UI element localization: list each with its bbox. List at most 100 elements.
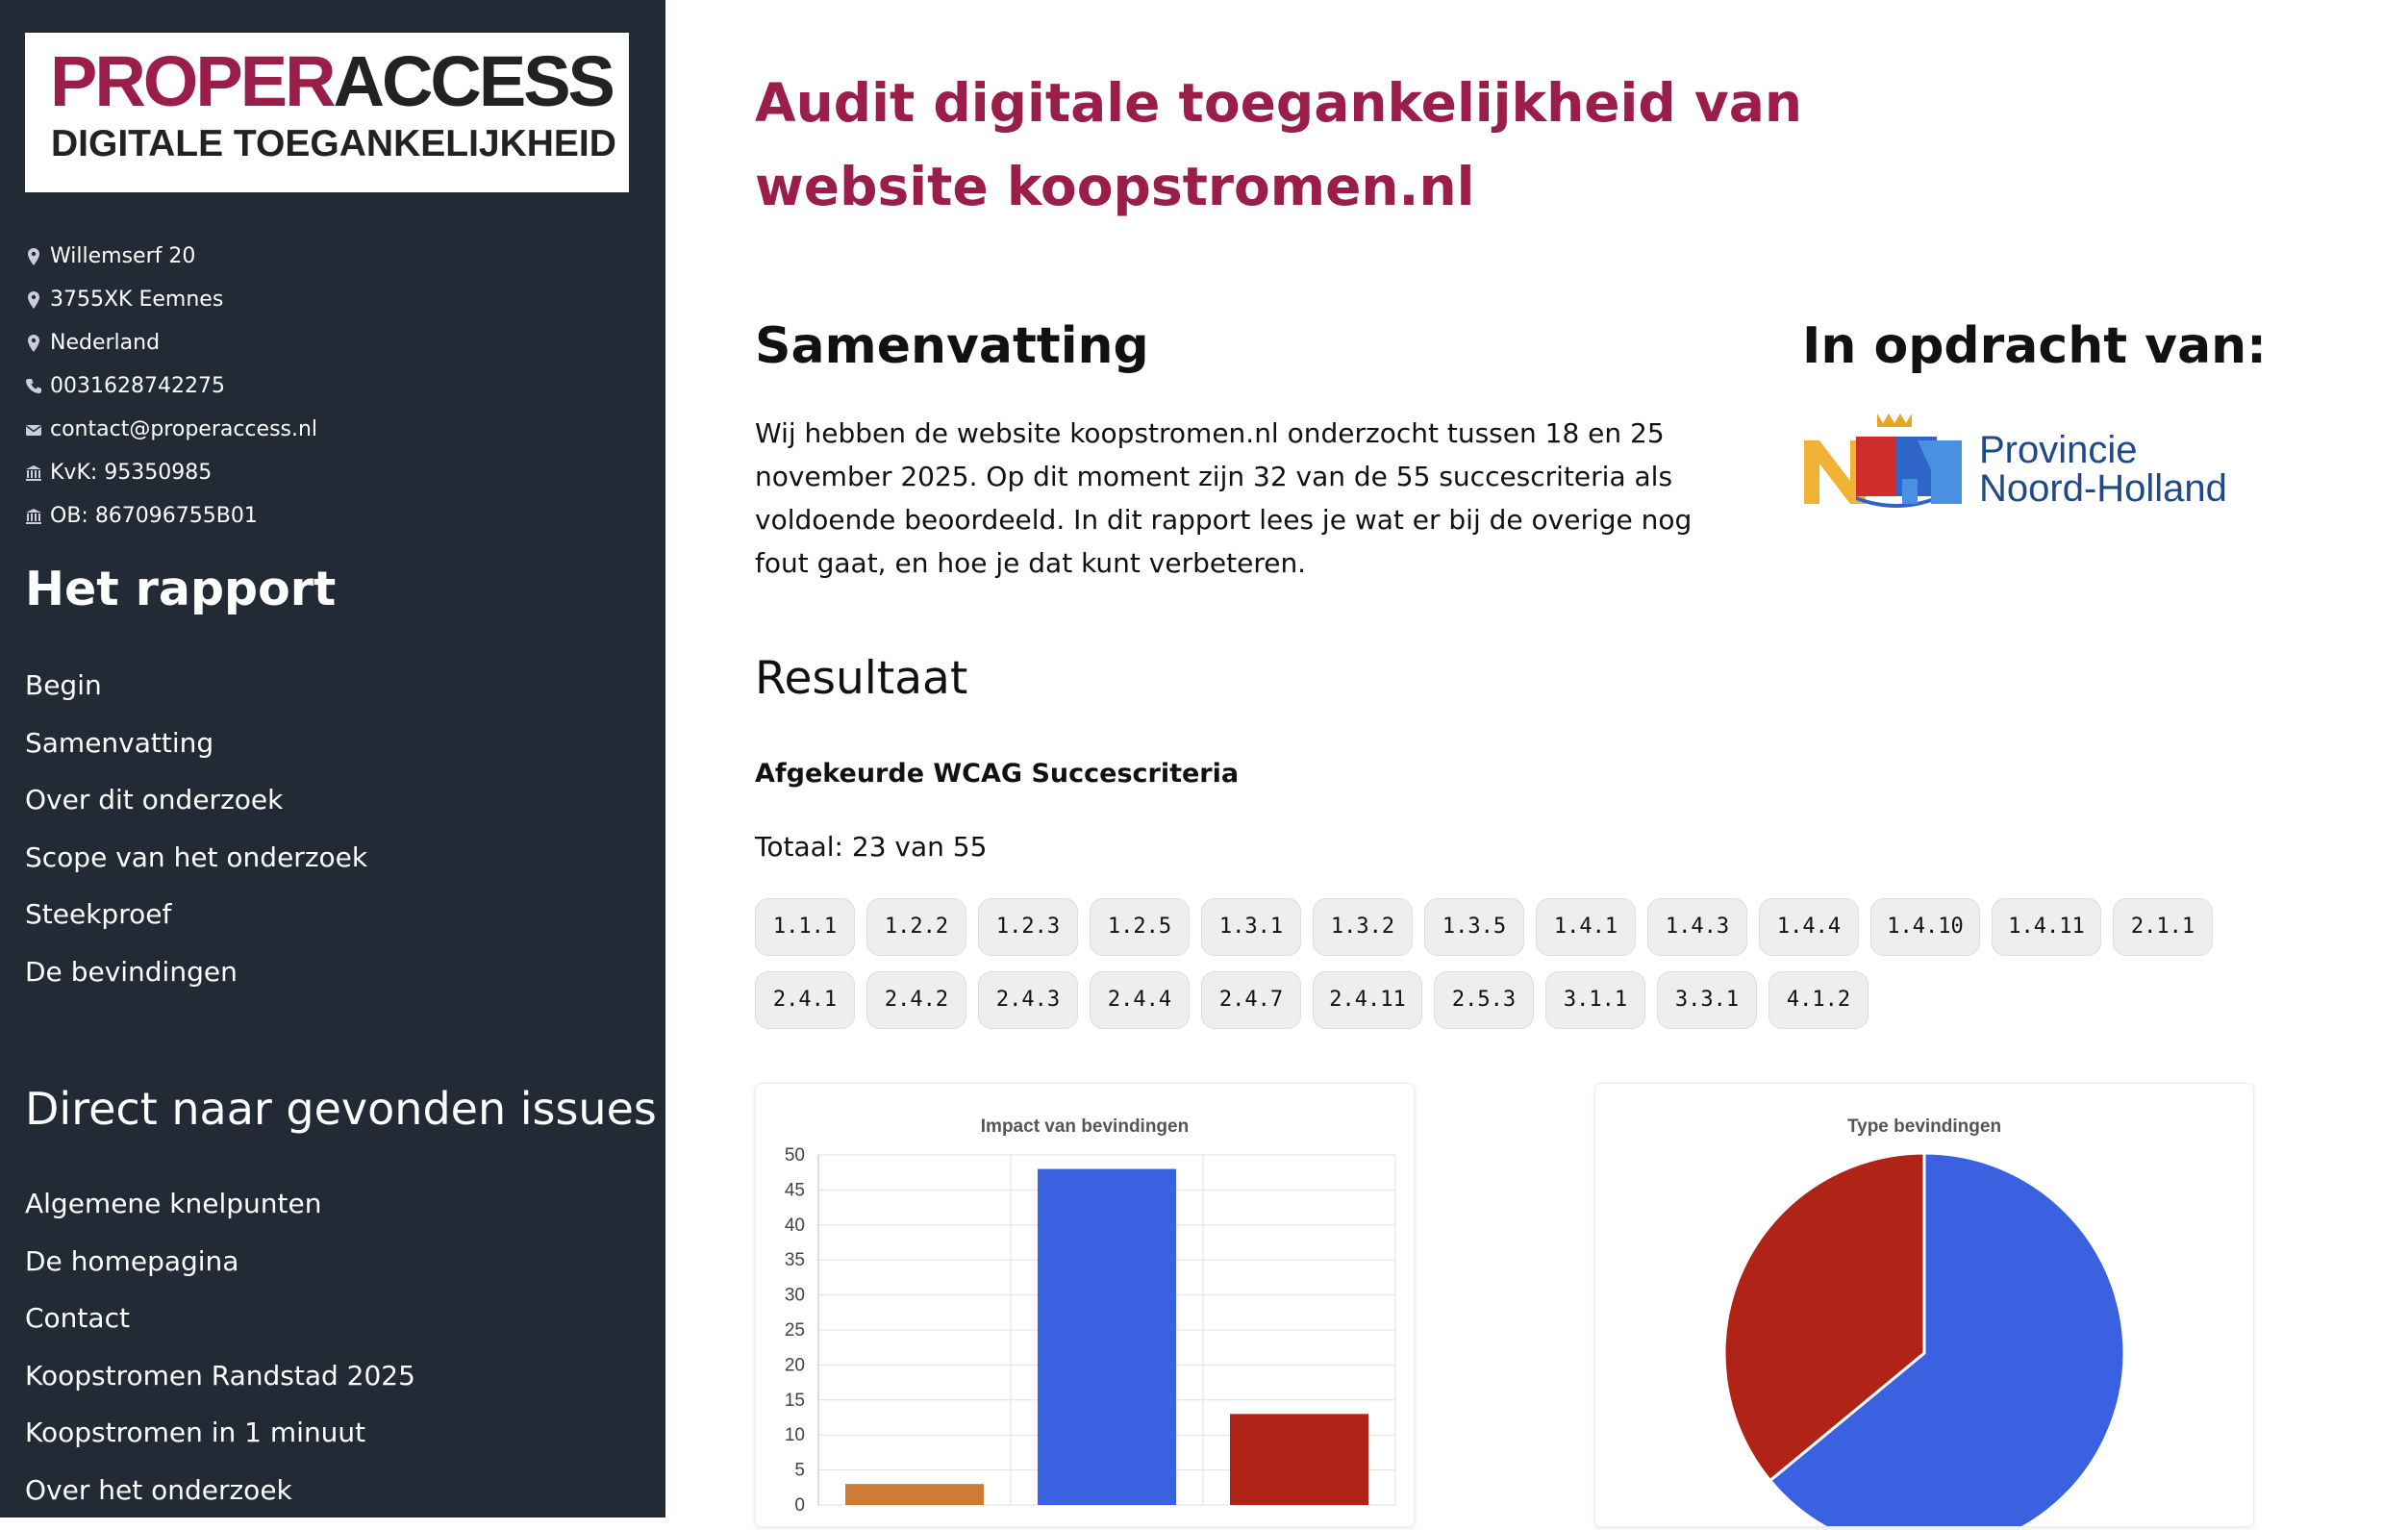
criterion-chip[interactable]: 1.4.10 — [1870, 898, 1980, 956]
provincie-name: Provincie Noord-Holland — [1979, 431, 2227, 508]
bar — [1230, 1414, 1368, 1505]
criterion-chip[interactable]: 1.2.2 — [866, 898, 966, 956]
map-pin-icon — [28, 247, 39, 265]
provincie-noord-holland-logo: Provincie Noord-Holland — [1802, 412, 2264, 508]
y-tick-label: 25 — [785, 1320, 805, 1341]
criterion-chip[interactable]: 2.5.3 — [1434, 971, 1534, 1029]
pie-slice — [1722, 1151, 1926, 1483]
map-pin-icon — [28, 334, 39, 352]
bank-icon — [26, 464, 41, 481]
nav-bevindingen[interactable]: De bevindingen — [25, 955, 238, 988]
y-tick-label: 20 — [785, 1355, 805, 1375]
page-title: Audit digitale toegankelijkheid van webs… — [755, 72, 1803, 217]
logo-tagline: DIGITALE TOEGANKELIJKHEID — [51, 123, 616, 164]
criterion-chip[interactable]: 1.3.5 — [1424, 898, 1524, 956]
bank-icon — [26, 508, 41, 524]
criterion-chip[interactable]: 2.4.3 — [978, 971, 1078, 1029]
y-tick-label: 30 — [785, 1286, 805, 1306]
envelope-icon — [26, 424, 41, 436]
nav-homepagina[interactable]: De homepagina — [25, 1244, 239, 1277]
y-tick-label: 5 — [794, 1461, 805, 1481]
criterion-chip[interactable]: 4.1.2 — [1768, 971, 1869, 1029]
bar — [845, 1484, 984, 1505]
result-heading: Resultaat — [755, 652, 968, 705]
nav-koopstromen-randstad[interactable]: Koopstromen Randstad 2025 — [25, 1359, 415, 1392]
issues-heading: Direct naar gevonden issues — [25, 1083, 657, 1135]
criterion-chip[interactable]: 2.4.7 — [1201, 971, 1301, 1029]
criterion-chip[interactable]: 2.4.1 — [755, 971, 855, 1029]
contact-text: contact@properaccess.nl — [50, 417, 318, 441]
contact-address-country: Nederland — [25, 321, 317, 364]
contact-address-city: 3755XK Eemnes — [25, 278, 317, 321]
criterion-chip[interactable]: 2.4.4 — [1090, 971, 1190, 1029]
contact-text: OB: 867096755B01 — [50, 504, 258, 528]
contact-ob: OB: 867096755B01 — [25, 494, 317, 538]
chart-title: Impact van bevindingen — [981, 1116, 1189, 1137]
contact-text: Willemserf 20 — [50, 244, 196, 268]
nav-over-het-onderzoek[interactable]: Over het onderzoek — [25, 1473, 292, 1506]
criteria-total: Totaal: 23 van 55 — [755, 831, 988, 863]
nav-contact[interactable]: Contact — [25, 1302, 130, 1334]
criterion-chip[interactable]: 3.1.1 — [1545, 971, 1645, 1029]
sidebar: PROPERACCESS DIGITALE TOEGANKELIJKHEID W… — [0, 0, 665, 1517]
chart-title: Type bevindingen — [1847, 1116, 2001, 1137]
criterion-chip[interactable]: 1.2.3 — [978, 898, 1078, 956]
nav-algemene-knelpunten[interactable]: Algemene knelpunten — [25, 1188, 322, 1219]
type-pie-chart: Type bevindingen — [1722, 1116, 2126, 1530]
nav-steekproef[interactable]: Steekproef — [25, 898, 172, 930]
criterion-chip[interactable]: 1.4.11 — [1992, 898, 2101, 956]
contact-address-street: Willemserf 20 — [25, 235, 317, 278]
summary-text: Wij hebben de website koopstromen.nl ond… — [755, 417, 1693, 579]
nav-begin[interactable]: Begin — [25, 669, 102, 701]
contact-text: 0031628742275 — [50, 374, 225, 398]
report-nav: Begin Samenvatting Over dit onderzoek Sc… — [25, 657, 367, 1000]
bar — [1038, 1168, 1176, 1505]
y-tick-label: 40 — [785, 1216, 805, 1236]
impact-bar-chart: Impact van bevindingen 0 5 10 15 20 25 30 35 40 45… — [785, 1116, 1396, 1516]
contact-text: KvK: 95350985 — [50, 461, 213, 485]
criterion-chip[interactable]: 3.3.1 — [1657, 971, 1757, 1029]
criterion-chip[interactable]: 1.3.1 — [1201, 898, 1301, 956]
provincie-line1: Provincie — [1979, 429, 2138, 471]
y-tick-label: 50 — [785, 1145, 805, 1166]
nav-over-dit-onderzoek[interactable]: Over dit onderzoek — [25, 784, 284, 815]
main-content: Audit digitale toegankelijkheid van webs… — [665, 0, 2408, 1530]
criterion-chip[interactable]: 1.1.1 — [755, 898, 855, 956]
contact-text: 3755XK Eemnes — [50, 288, 224, 312]
phone-icon — [26, 378, 41, 393]
summary-heading: Samenvatting — [755, 317, 1149, 375]
nav-koopstromen-minuut[interactable]: Koopstromen in 1 minuut — [25, 1417, 366, 1448]
criterion-chip[interactable]: 1.2.5 — [1090, 898, 1190, 956]
y-tick-label: 0 — [794, 1495, 805, 1516]
criterion-chip[interactable]: 1.3.2 — [1313, 898, 1413, 956]
criterion-chip[interactable]: 1.4.1 — [1536, 898, 1636, 956]
criterion-chip[interactable]: 2.4.2 — [866, 971, 966, 1029]
nav-samenvatting[interactable]: Samenvatting — [25, 726, 214, 759]
y-tick-label: 15 — [785, 1391, 805, 1411]
criteria-heading: Afgekeurde WCAG Succescriteria — [755, 759, 1240, 789]
contact-email[interactable]: contact@properaccess.nl — [25, 408, 317, 451]
y-tick-label: 45 — [785, 1180, 805, 1200]
nh-emblem-icon — [1804, 414, 1962, 508]
nav-scope[interactable]: Scope van het onderzoek — [25, 840, 368, 873]
logo-wordmark: PROPERACCESS — [50, 41, 615, 121]
contact-text: Nederland — [50, 331, 161, 355]
map-pin-icon — [28, 290, 39, 309]
y-tick-label: 10 — [785, 1425, 805, 1445]
report-heading: Het rapport — [25, 562, 337, 616]
contact-list: Willemserf 20 3755XK Eemnes Nederland 00… — [25, 235, 317, 538]
client-heading: In opdracht van: — [1802, 317, 2267, 375]
issues-nav: Algemene knelpunten De homepagina Contac… — [25, 1175, 415, 1518]
type-chart-card: Type bevindingen — [1594, 1083, 2254, 1530]
criterion-chip[interactable]: 1.4.3 — [1647, 898, 1747, 956]
criterion-chip[interactable]: 1.4.4 — [1759, 898, 1859, 956]
criterion-chip[interactable]: 2.1.1 — [2113, 898, 2213, 956]
y-tick-label: 35 — [785, 1250, 805, 1270]
criterion-chip[interactable]: 2.4.11 — [1313, 971, 1422, 1029]
impact-chart-card: Impact van bevindingen 0 5 10 15 20 25 30 35 40 45… — [755, 1083, 1415, 1527]
properaccess-logo[interactable]: PROPERACCESS DIGITALE TOEGANKELIJKHEID — [25, 33, 629, 192]
contact-phone[interactable]: 0031628742275 — [25, 364, 317, 408]
provincie-line2: Noord-Holland — [1979, 467, 2227, 510]
pie-slice — [1768, 1151, 2126, 1530]
contact-kvk: KvK: 95350985 — [25, 451, 317, 494]
